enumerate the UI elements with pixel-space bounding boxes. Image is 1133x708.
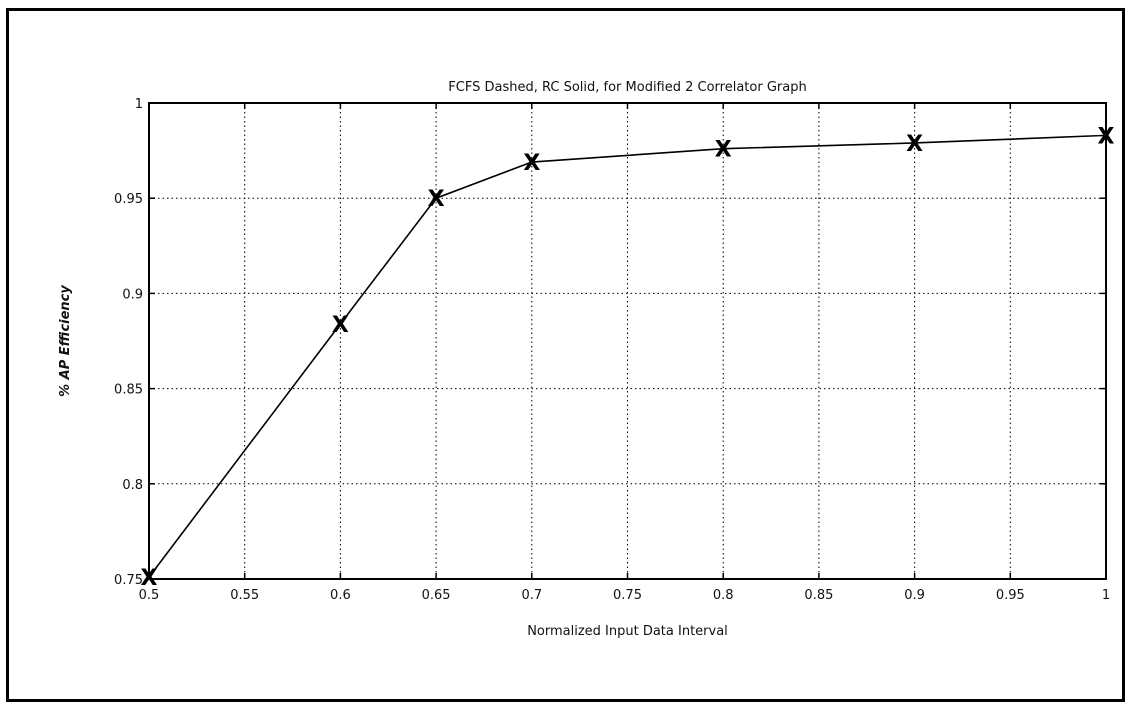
y-axis-label: % AP Efficiency	[58, 285, 73, 397]
x-tick-label: 0.7	[521, 588, 542, 603]
chart: 0.5 0.55 0.6 0.65 0.7 0.75 0.8 0.85 0.9 0.95 1 0.7…	[58, 80, 1115, 639]
x-tick-label: 0.9	[904, 588, 925, 603]
x-tick-label: 1	[1102, 588, 1110, 603]
x-tick-label: 0.85	[804, 588, 833, 603]
chart-frame: 0.5 0.55 0.6 0.65 0.7 0.75 0.8 0.85 0.9 0.95 1 0.7…	[6, 8, 1125, 702]
data-point-marker: X	[523, 151, 540, 176]
chart-title: FCFS Dashed, RC Solid, for Modified 2 Co…	[448, 80, 806, 95]
data-point-marker: X	[332, 313, 349, 338]
y-tick-label: 0.8	[122, 478, 143, 493]
data-point-marker: X	[1098, 124, 1115, 149]
y-tick-label: 0.95	[114, 192, 143, 207]
x-tick-label: 0.8	[713, 588, 734, 603]
y-tick-label: 0.9	[122, 287, 143, 302]
series-line	[148, 134, 1107, 578]
data-point-marker: X	[141, 566, 158, 591]
x-tick-label: 0.6	[330, 588, 351, 603]
grid	[149, 103, 1106, 579]
y-tick-label: 1	[135, 97, 143, 112]
y-tick-label: 0.75	[114, 573, 143, 588]
y-axis-ticks: 0.75 0.8 0.85 0.9 0.95 1	[114, 97, 1106, 588]
y-tick-label: 0.85	[114, 383, 143, 398]
x-tick-label: 0.65	[422, 588, 451, 603]
series-layer: X X X X X X X	[141, 124, 1115, 591]
x-axis-ticks: 0.5 0.55 0.6 0.65 0.7 0.75 0.8 0.85 0.9 0.95 1	[139, 103, 1110, 603]
x-tick-label: 0.75	[613, 588, 642, 603]
data-point-marker: X	[715, 138, 732, 163]
x-tick-label: 0.55	[230, 588, 259, 603]
x-axis-label: Normalized Input Data Interval	[527, 624, 728, 639]
data-point-marker: X	[906, 132, 923, 157]
x-tick-label: 0.95	[996, 588, 1025, 603]
x-tick-label: 0.5	[139, 588, 160, 603]
data-point-marker: X	[428, 187, 445, 212]
plot-area-border	[148, 102, 1107, 580]
